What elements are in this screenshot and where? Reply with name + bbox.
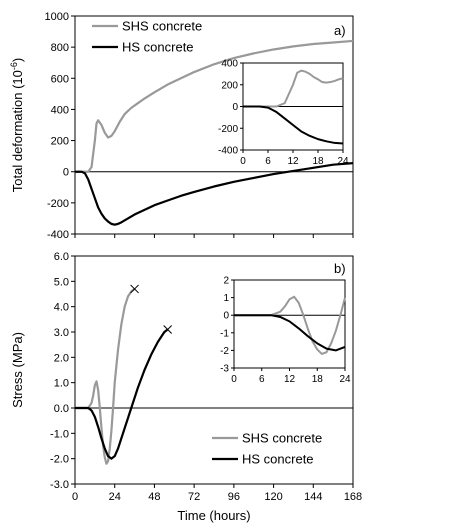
inset-x-tick-label: 6 [265,156,271,167]
panel-label: a) [334,23,346,38]
inset-y-tick-label: 1 [223,293,229,304]
y-tick-label: -1.0 [50,428,69,440]
y-axis-label-close: ) [10,58,25,62]
y-tick-label: 400 [51,104,69,116]
legend-label-0: SHS concrete [122,19,202,34]
failure-marker-stroke [130,284,139,294]
inset-x-tick-label: 0 [231,374,237,385]
x-tick-label: 48 [148,491,160,503]
y-tick-label: 0.0 [54,403,69,415]
inset-y-tick-label: -1 [220,328,229,339]
inset-y-tick-label: -400 [218,146,238,157]
series-line-0 [75,288,136,465]
legend-label-1: HS concrete [122,40,194,55]
y-axis-label-exponent: -6 [9,62,19,70]
y-tick-label: 5.0 [54,276,69,288]
chart-panel-b: -3.0 -2.0 -1.0 0.0 1.0 2.0 3.0 4.0 5.0 6.0 0 24 48 72… [10,251,362,523]
panel-label: b) [334,261,346,276]
y-tick-label: 6.0 [54,251,69,263]
x-tick-label: 96 [228,491,240,503]
inset-y-tick-label: 200 [221,80,238,91]
y-axis-label: Stress (MPa) [10,332,25,408]
y-tick-label: 2.0 [54,352,69,364]
legend-label-1: HS concrete [242,452,314,467]
inset-y-tick-label: -2 [220,346,229,357]
series-line-1 [75,162,354,226]
inset-x-tick-label: 12 [287,156,299,167]
inset-y-tick-label: -200 [218,124,238,135]
inset-frame [233,279,346,369]
inset-series-line-1 [234,314,346,352]
y-tick-label: 800 [51,42,69,54]
x-tick-label: 72 [188,491,200,503]
y-tick-label: 3.0 [54,327,69,339]
x-tick-label: 144 [304,491,322,503]
y-tick-label: 0 [63,167,69,179]
y-tick-label: -400 [47,229,69,241]
inset-x-tick-label: 0 [240,156,246,167]
y-tick-label: 1.0 [54,378,69,390]
series-line-0 [75,39,354,173]
inset-y-tick-label: 2 [223,276,229,287]
inset-x-tick-label: 12 [284,374,296,385]
inset-series-line-0 [234,295,346,355]
legend-label-0: SHS concrete [242,431,322,446]
x-tick-label: 24 [109,491,121,503]
inset-x-tick-label: 6 [259,374,265,385]
inset-series-line-1 [243,105,344,145]
inset-series-line-0 [243,69,344,108]
y-tick-label: -200 [47,198,69,210]
failure-marker-1 [163,325,173,334]
y-tick-label: 200 [51,136,69,148]
inset-y-tick-label: -3 [220,364,229,375]
y-axis-label-text: Total deformation (10 [10,70,25,192]
x-tick-label: 120 [264,491,282,503]
inset-x-tick-label: 24 [339,374,351,385]
inset-x-tick-label: 18 [312,156,324,167]
inset-chart: -400 -200 0 200 400 0 6 12 18 24 [218,59,349,168]
inset-x-tick-label: 18 [312,374,324,385]
inset-y-tick-label: 0 [232,102,238,113]
plot-frame [74,15,354,235]
inset-y-tick-label: 0 [223,311,229,322]
y-tick-label: 4.0 [54,302,69,314]
x-axis-label: Time (hours) [177,508,250,523]
plot-frame [74,255,354,485]
y-axis-label: Total deformation (10-6) [9,58,25,192]
y-tick-label: 1000 [45,11,69,23]
y-tick-label: -2.0 [50,454,69,466]
y-axis-label-text: Stress (MPa) [10,332,25,408]
inset-x-tick-label: 24 [337,156,349,167]
inset-y-tick-label: 400 [221,59,238,70]
y-tick-label: -3.0 [50,479,69,491]
failure-marker-stroke [163,325,173,334]
x-tick-label: 168 [344,491,362,503]
failure-marker-0 [130,284,139,294]
x-tick-label: 0 [72,491,78,503]
y-tick-label: 600 [51,73,69,85]
series-line-1 [75,328,169,460]
